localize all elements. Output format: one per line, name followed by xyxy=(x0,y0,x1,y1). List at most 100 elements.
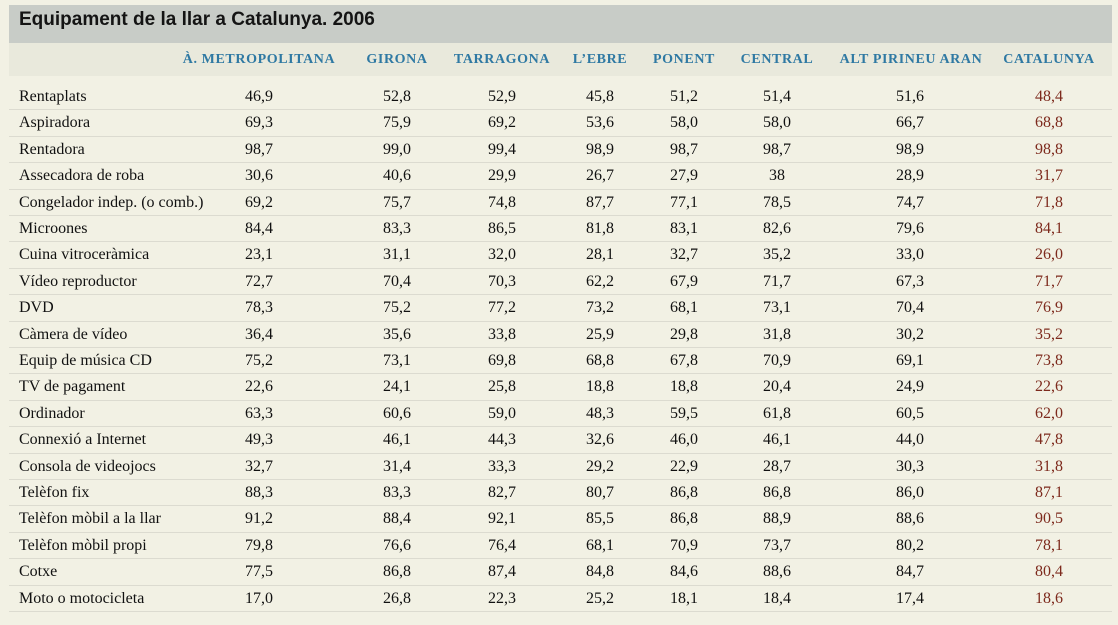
table-row: TV de pagament 22,6 24,1 25,8 18,8 18,8 20,4 24… xyxy=(9,374,1112,401)
table-cell: 69,1 xyxy=(896,352,924,369)
table-cell: 44,3 xyxy=(488,431,516,449)
table-cell: 35,2 xyxy=(763,246,791,264)
table-cell: 26,7 xyxy=(586,167,614,185)
table-cell: 73,1 xyxy=(383,352,411,369)
table-row: Congelador indep. (o comb.) 69,2 75,7 74,8 8… xyxy=(9,190,1112,216)
table-cell: 58,0 xyxy=(763,114,791,132)
row-label: DVD xyxy=(19,299,54,317)
column-header: CENTRAL xyxy=(740,52,814,67)
table-cell: 30,3 xyxy=(896,457,924,475)
table-cell: 59,0 xyxy=(488,404,516,422)
catalunya-cell: 71,7 xyxy=(1035,272,1063,290)
table-cell: 31,8 xyxy=(763,325,791,343)
column-header: L’EBRE xyxy=(572,52,628,67)
table-cell: 46,9 xyxy=(245,88,273,105)
table-cell: 99,0 xyxy=(383,140,411,158)
table-cell: 75,2 xyxy=(245,352,273,369)
table-cell: 17,0 xyxy=(245,589,273,607)
table-cell: 25,8 xyxy=(488,378,516,396)
row-label: Ordinador xyxy=(19,404,85,422)
table-row: Rentadora 98,7 99,0 99,4 98,9 98,7 98,7 98,9 98,… xyxy=(9,137,1112,164)
table-cell: 82,7 xyxy=(488,484,516,501)
table-cell: 29,9 xyxy=(488,167,516,185)
row-label: Assecadora de roba xyxy=(19,167,145,185)
table-cell: 80,2 xyxy=(896,536,924,554)
table-row: Vídeo reproductor 72,7 70,4 70,3 62,2 67,9 71,… xyxy=(9,269,1112,296)
table-cell: 28,1 xyxy=(586,246,614,264)
table-cell: 83,1 xyxy=(670,220,698,237)
catalunya-cell: 78,1 xyxy=(1035,536,1063,554)
table-cell: 98,9 xyxy=(586,140,614,158)
table-cell: 79,8 xyxy=(245,536,273,554)
row-label: Equip de música CD xyxy=(19,352,152,369)
table-cell: 86,8 xyxy=(383,563,411,581)
table-cell: 74,8 xyxy=(488,193,516,211)
catalunya-cell: 73,8 xyxy=(1035,352,1063,369)
table-cell: 24,9 xyxy=(896,378,924,396)
table-cell: 70,4 xyxy=(896,299,924,317)
row-label: Telèfon fix xyxy=(19,484,90,501)
table-cell: 46,1 xyxy=(383,431,411,449)
table-cell: 33,8 xyxy=(488,325,516,343)
catalunya-cell: 26,0 xyxy=(1035,246,1063,264)
table-cell: 18,4 xyxy=(763,589,791,607)
catalunya-cell: 22,6 xyxy=(1035,378,1063,396)
row-label: Vídeo reproductor xyxy=(19,272,137,290)
table-cell: 73,7 xyxy=(763,536,791,554)
table-row: Cotxe 77,5 86,8 87,4 84,8 84,6 88,6 84,7 80,4 xyxy=(9,559,1112,586)
table-cell: 91,2 xyxy=(245,510,273,528)
table-cell: 59,5 xyxy=(670,404,698,422)
column-header: GIRONA xyxy=(366,52,428,67)
row-label: Congelador indep. (o comb.) xyxy=(19,193,204,211)
table-cell: 70,9 xyxy=(763,352,791,369)
table-cell: 25,9 xyxy=(586,325,614,343)
table-cell: 67,9 xyxy=(670,272,698,290)
row-label: Microones xyxy=(19,220,88,237)
table-row: Consola de videojocs 32,7 31,4 33,3 29,2 22,9… xyxy=(9,454,1112,480)
table-cell: 88,6 xyxy=(763,563,791,581)
table-row: Aspiradora 69,3 75,9 69,2 53,6 58,0 58,0 66,7 68… xyxy=(9,110,1112,137)
table-row: Cuina vitroceràmica 23,1 31,1 32,0 28,1 32,7 3… xyxy=(9,242,1112,269)
table-cell: 18,8 xyxy=(670,378,698,396)
table-cell: 85,5 xyxy=(586,510,614,528)
catalunya-cell: 18,6 xyxy=(1035,589,1063,607)
table-cell: 24,1 xyxy=(383,378,411,396)
table-cell: 25,2 xyxy=(586,589,614,607)
table-cell: 29,8 xyxy=(670,325,698,343)
table-cell: 75,9 xyxy=(383,114,411,132)
table-cell: 98,7 xyxy=(245,140,273,158)
table-cell: 78,5 xyxy=(763,193,791,211)
table-cell: 61,8 xyxy=(763,404,791,422)
table-cell: 76,4 xyxy=(488,536,516,554)
row-label: TV de pagament xyxy=(19,378,126,396)
catalunya-cell: 47,8 xyxy=(1035,431,1063,449)
table-cell: 88,3 xyxy=(245,484,273,501)
table-cell: 86,8 xyxy=(670,484,698,501)
catalunya-cell: 71,8 xyxy=(1035,193,1063,211)
table-cell: 28,7 xyxy=(763,457,791,475)
header-band xyxy=(9,43,1112,76)
row-label: Aspiradora xyxy=(19,114,91,132)
table-cell: 31,4 xyxy=(383,457,411,475)
table-row: Telèfon mòbil a la llar 91,2 88,4 92,1 85,5 8… xyxy=(9,506,1112,533)
row-label: Telèfon mòbil propi xyxy=(19,536,147,554)
table-cell: 51,2 xyxy=(670,88,698,105)
catalunya-cell: 80,4 xyxy=(1035,563,1063,581)
column-header: CATALUNYA xyxy=(1003,52,1095,67)
table-cell: 73,1 xyxy=(763,299,791,317)
catalunya-cell: 35,2 xyxy=(1035,325,1063,343)
table-cell: 84,4 xyxy=(245,220,273,237)
table-cell: 77,5 xyxy=(245,563,273,581)
table-cell: 77,2 xyxy=(488,299,516,317)
table-cell: 28,9 xyxy=(896,167,924,185)
table-cell: 98,7 xyxy=(763,140,791,158)
table-cell: 38 xyxy=(769,167,785,185)
table-row: Moto o motocicleta 17,0 26,8 22,3 25,2 18,1 18… xyxy=(9,586,1112,612)
table-cell: 84,8 xyxy=(586,563,614,581)
row-label: Cuina vitroceràmica xyxy=(19,246,150,264)
table-cell: 62,2 xyxy=(586,272,614,290)
table-cell: 32,6 xyxy=(586,431,614,449)
table-cell: 86,8 xyxy=(670,510,698,528)
table-cell: 40,6 xyxy=(383,167,411,185)
table-cell: 30,6 xyxy=(245,167,273,185)
